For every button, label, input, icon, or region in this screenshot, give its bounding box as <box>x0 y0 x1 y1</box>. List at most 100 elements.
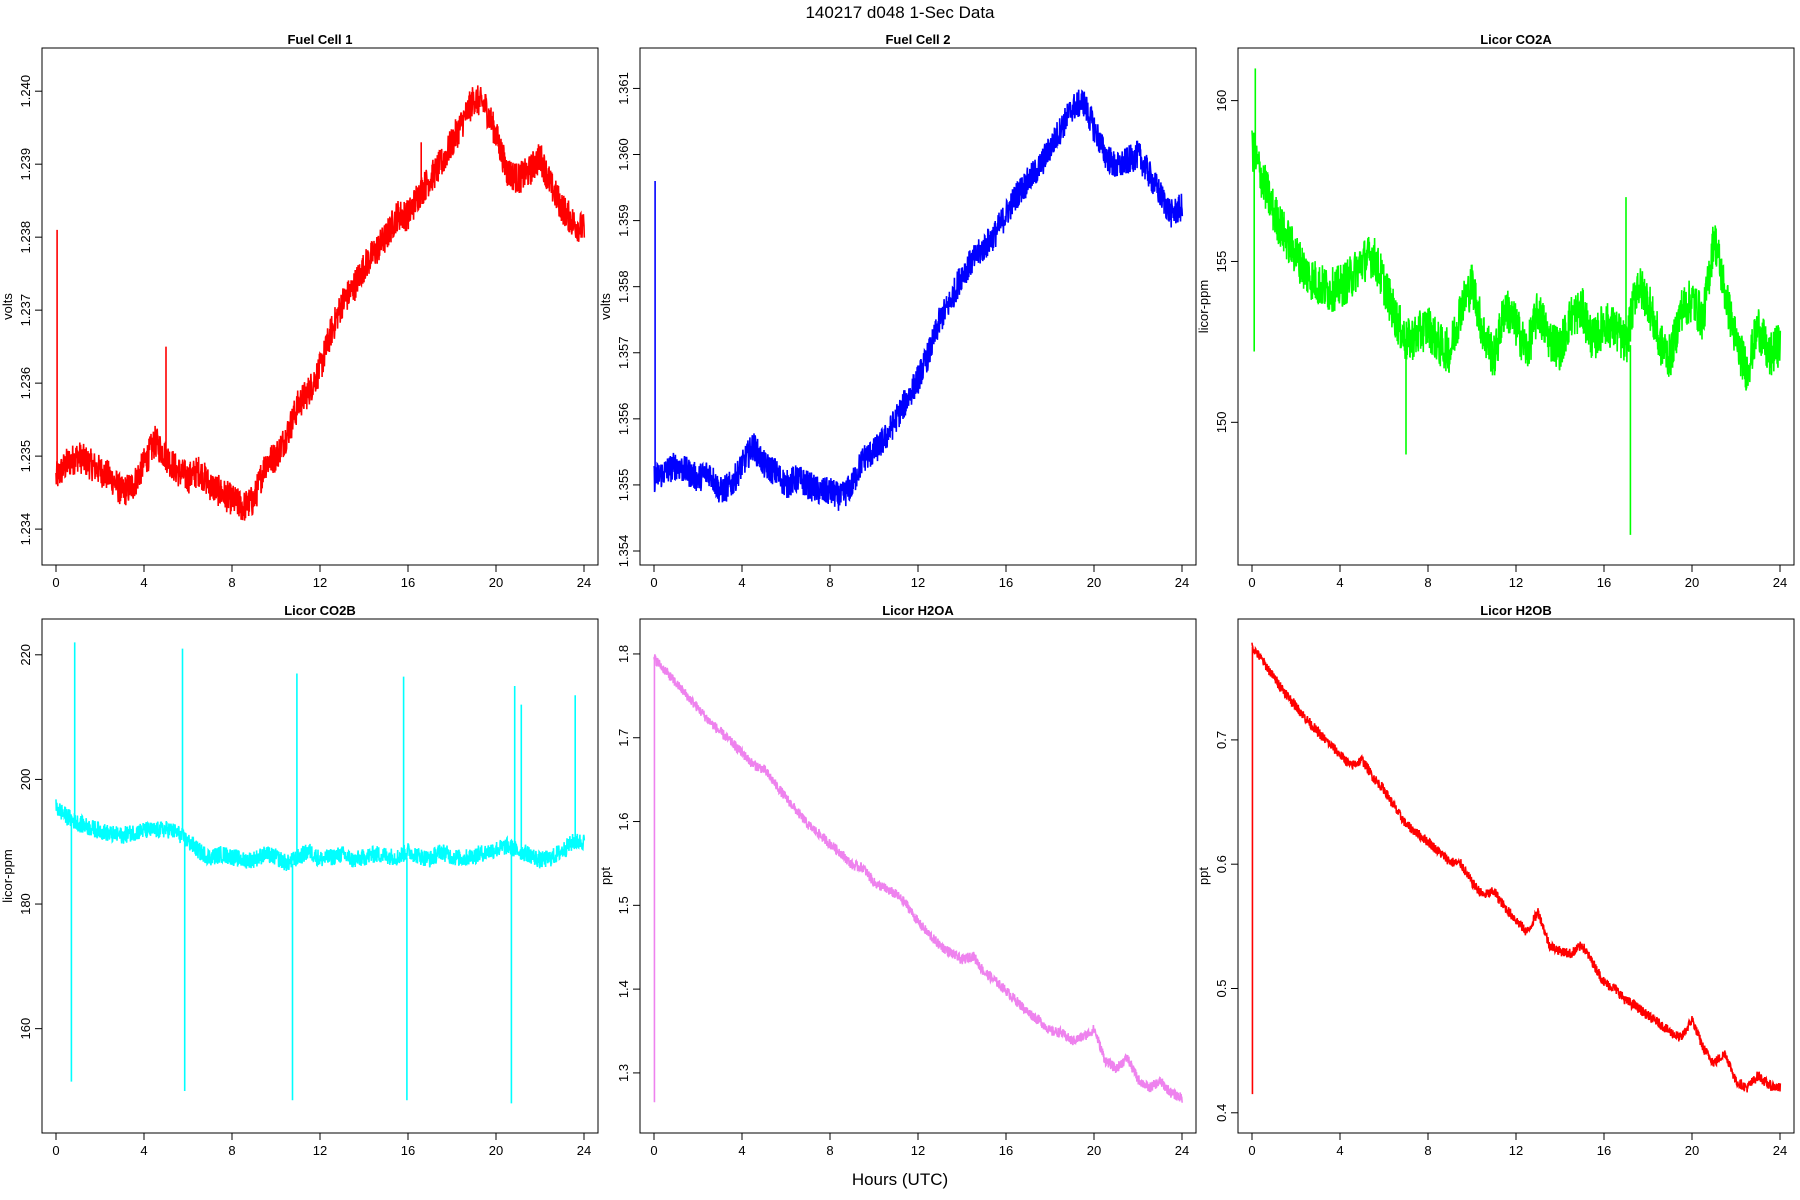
chart-panel: Licor CO2A 0 4 8 12 16 20 24 150 155 160 licor-ppm <box>1196 32 1795 590</box>
y-tick-label: 1.239 <box>18 148 33 181</box>
y-tick-label: 1.240 <box>18 75 33 108</box>
x-tick-label: 16 <box>1597 1143 1611 1158</box>
x-tick-label: 20 <box>489 1143 503 1158</box>
x-tick-label: 8 <box>228 575 235 590</box>
series-line <box>55 799 586 871</box>
x-tick-label: 24 <box>1175 1143 1189 1158</box>
x-tick-label: 12 <box>313 575 327 590</box>
y-tick-label: 0.5 <box>1214 979 1229 997</box>
series-line <box>653 89 1184 511</box>
chart-title: Fuel Cell 2 <box>885 32 950 47</box>
chart-panel: Licor H2OB 0 4 8 12 16 20 24 0.4 0.5 0.6 0.7 ppt <box>1196 603 1795 1158</box>
y-axis-label: licor-ppm <box>0 849 15 902</box>
y-axis-label: volts <box>598 293 613 320</box>
x-tick-label: 16 <box>401 575 415 590</box>
x-tick-label: 12 <box>313 1143 327 1158</box>
x-tick-label: 4 <box>738 575 745 590</box>
y-tick-label: 1.361 <box>616 72 631 105</box>
y-tick-label: 0.7 <box>1214 731 1229 749</box>
x-tick-label: 0 <box>1248 575 1255 590</box>
y-tick-label: 1.235 <box>18 440 33 473</box>
x-tick-label: 12 <box>911 1143 925 1158</box>
y-tick-label: 160 <box>18 1018 33 1040</box>
y-tick-label: 0.4 <box>1214 1104 1229 1122</box>
y-tick-label: 1.7 <box>616 729 631 747</box>
x-tick-label: 8 <box>826 1143 833 1158</box>
x-tick-label: 4 <box>738 1143 745 1158</box>
x-tick-label: 16 <box>999 1143 1013 1158</box>
x-tick-label: 20 <box>1087 1143 1101 1158</box>
chart-panel: Fuel Cell 1 0 4 8 12 16 20 24 1.234 1.235 1.236 1.2… <box>0 32 599 590</box>
chart-title: Licor CO2B <box>284 603 356 618</box>
x-tick-label: 24 <box>1773 1143 1787 1158</box>
x-tick-label: 4 <box>1336 575 1343 590</box>
y-tick-label: 1.358 <box>616 270 631 303</box>
x-tick-label: 12 <box>1509 1143 1523 1158</box>
y-tick-label: 0.6 <box>1214 855 1229 873</box>
chart-title: Licor H2OB <box>1480 603 1552 618</box>
x-tick-label: 24 <box>577 575 591 590</box>
y-tick-label: 1.236 <box>18 367 33 400</box>
x-tick-label: 0 <box>52 1143 59 1158</box>
y-tick-label: 200 <box>18 769 33 791</box>
y-tick-label: 1.357 <box>616 336 631 369</box>
x-tick-label: 16 <box>1597 575 1611 590</box>
x-tick-label: 20 <box>489 575 503 590</box>
y-tick-label: 1.6 <box>616 812 631 830</box>
y-tick-label: 1.4 <box>616 980 631 998</box>
x-tick-label: 24 <box>1175 575 1189 590</box>
figure-title: 140217 d048 1-Sec Data <box>805 3 995 22</box>
y-tick-label: 1.354 <box>616 535 631 568</box>
y-tick-label: 180 <box>18 893 33 915</box>
x-tick-label: 0 <box>52 575 59 590</box>
y-tick-label: 1.8 <box>616 645 631 663</box>
x-tick-label: 20 <box>1685 575 1699 590</box>
x-tick-label: 8 <box>228 1143 235 1158</box>
x-tick-label: 4 <box>1336 1143 1343 1158</box>
chart-title: Licor H2OA <box>882 603 954 618</box>
x-tick-label: 20 <box>1087 575 1101 590</box>
x-tick-label: 12 <box>911 575 925 590</box>
x-tick-label: 8 <box>1424 575 1431 590</box>
x-tick-label: 24 <box>1773 575 1787 590</box>
y-tick-label: 1.360 <box>616 138 631 171</box>
series-line <box>653 654 1184 1103</box>
y-axis-label: ppt <box>1196 867 1211 885</box>
y-tick-label: 1.356 <box>616 403 631 436</box>
y-axis-label: ppt <box>598 867 613 885</box>
y-tick-label: 1.238 <box>18 221 33 254</box>
x-tick-label: 12 <box>1509 575 1523 590</box>
x-tick-label: 0 <box>650 575 657 590</box>
series-line <box>1251 642 1782 1093</box>
y-tick-label: 1.234 <box>18 513 33 546</box>
series-line <box>1251 130 1782 391</box>
y-axis-label: licor-ppm <box>1196 280 1211 333</box>
x-tick-label: 16 <box>401 1143 415 1158</box>
plot-frame <box>1237 618 1795 1134</box>
x-tick-label: 4 <box>140 575 147 590</box>
x-tick-label: 24 <box>577 1143 591 1158</box>
y-tick-label: 1.3 <box>616 1064 631 1082</box>
x-tick-label: 8 <box>1424 1143 1431 1158</box>
y-tick-label: 155 <box>1214 251 1229 273</box>
x-tick-label: 20 <box>1685 1143 1699 1158</box>
x-tick-label: 0 <box>650 1143 657 1158</box>
x-tick-label: 4 <box>140 1143 147 1158</box>
chart-panel: Fuel Cell 2 0 4 8 12 16 20 24 1.354 1.355 1.356 1.3… <box>598 32 1197 590</box>
series-line <box>55 85 586 521</box>
chart-title: Licor CO2A <box>1480 32 1552 47</box>
y-tick-label: 150 <box>1214 411 1229 433</box>
y-tick-label: 220 <box>18 644 33 666</box>
y-tick-label: 1.355 <box>616 469 631 502</box>
x-tick-label: 0 <box>1248 1143 1255 1158</box>
x-tick-label: 8 <box>826 575 833 590</box>
y-tick-label: 160 <box>1214 90 1229 112</box>
y-tick-label: 1.237 <box>18 294 33 327</box>
y-axis-label: volts <box>0 293 15 320</box>
chart-panel: Licor H2OA 0 4 8 12 16 20 24 1.3 1.4 1.5 1.6 1.7 1.8 p… <box>598 603 1197 1158</box>
y-tick-label: 1.359 <box>616 204 631 237</box>
y-tick-label: 1.5 <box>616 896 631 914</box>
x-tick-label: 16 <box>999 575 1013 590</box>
